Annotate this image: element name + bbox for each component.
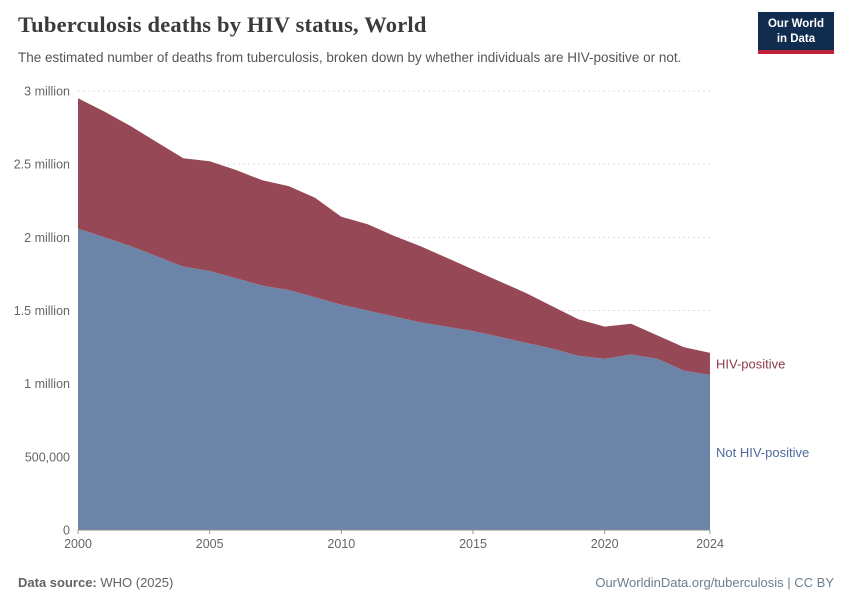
x-tick-label: 2000 xyxy=(64,537,92,551)
y-tick-label: 500,000 xyxy=(25,450,70,464)
logo-text-line2: in Data xyxy=(776,32,816,45)
y-tick-label: 2.5 million xyxy=(14,158,70,172)
data-source-label: Data source: xyxy=(18,575,97,590)
x-tick-label: 2005 xyxy=(196,537,224,551)
area-hiv-positive[interactable] xyxy=(78,98,710,375)
logo-text-line1: Our World xyxy=(767,18,824,30)
y-tick-label: 1.5 million xyxy=(14,304,70,318)
chart-title: Tuberculosis deaths by HIV status, World xyxy=(18,12,427,37)
y-tick-label: 1 million xyxy=(24,377,70,391)
data-source-value: WHO (2025) xyxy=(96,575,174,590)
x-tick-label: 2024 xyxy=(696,537,724,551)
x-tick-label: 2015 xyxy=(459,537,487,551)
stacked-area-chart: 0 500,000 1 million 1.5 million 2 million 2.5… xyxy=(14,85,809,552)
y-tick-label: 0 xyxy=(63,524,70,538)
y-tick-label: 3 million xyxy=(24,85,70,99)
x-tick-label: 2020 xyxy=(591,537,619,551)
data-source: Data source: WHO (2025) xyxy=(18,575,173,590)
series-label-not-hiv-positive: Not HIV-positive xyxy=(716,445,809,460)
series-label-hiv-positive: HIV-positive xyxy=(716,356,785,371)
credit-link[interactable]: OurWorldinData.org/tuberculosis | CC BY xyxy=(595,575,834,590)
x-tick-label: 2010 xyxy=(327,537,355,551)
owid-logo[interactable]: Our World in Data xyxy=(757,12,834,54)
header: Tuberculosis deaths by HIV status, World… xyxy=(18,12,834,54)
area-not-hiv-positive[interactable] xyxy=(78,228,710,530)
chart-subtitle: The estimated number of deaths from tube… xyxy=(18,50,682,65)
y-tick-label: 2 million xyxy=(24,231,70,245)
footer: Data source: WHO (2025) OurWorldinData.o… xyxy=(18,575,834,590)
